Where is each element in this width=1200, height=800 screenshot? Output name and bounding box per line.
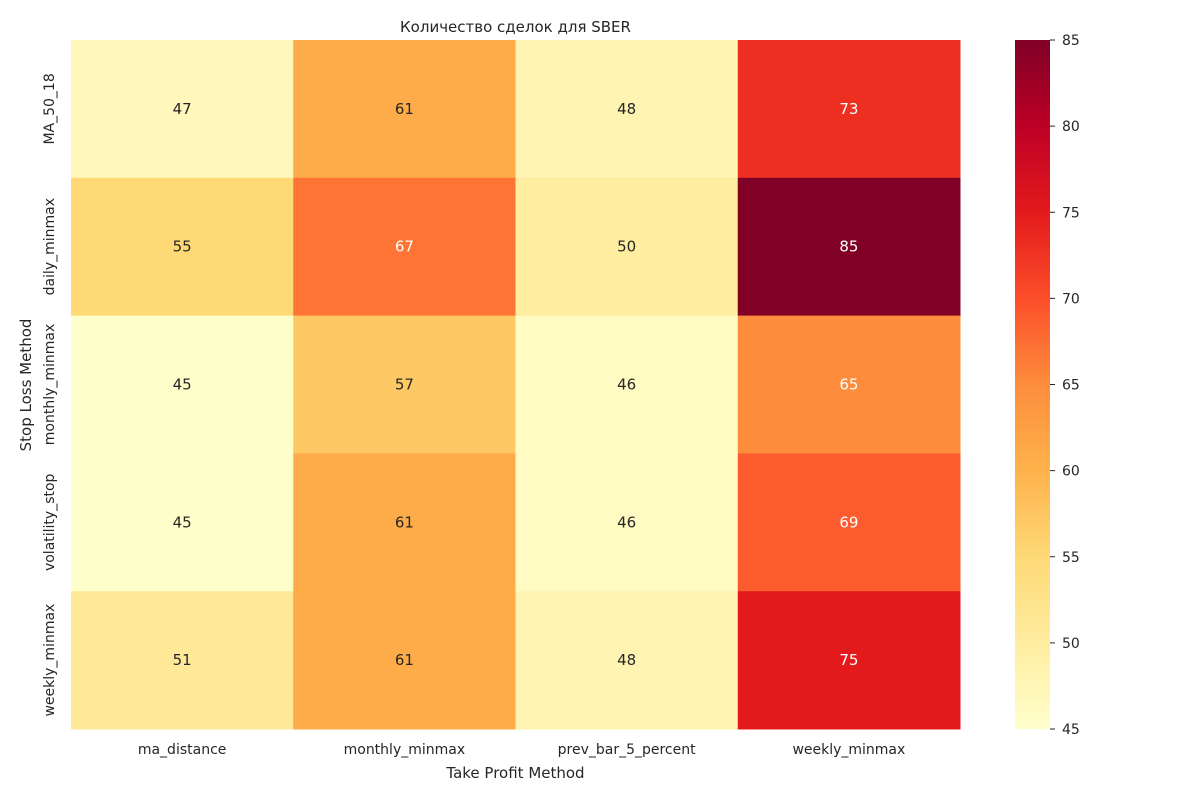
heatmap-cell [737,315,961,454]
heatmap-cell [737,177,961,317]
y-tick-label: volatility_stop [42,473,58,571]
x-tick-label: ma_distance [138,742,227,758]
y-axis-label: Stop Loss Method [17,319,35,452]
heatmap-cell [515,453,739,592]
cell-value-label: 61 [395,513,414,531]
colorbar-tick-label: 50 [1062,636,1080,652]
heatmap-cell [293,591,516,730]
colorbar-tick-label: 75 [1062,205,1080,221]
x-tick-label: weekly_minmax [792,742,905,758]
cell-value-label: 69 [839,513,858,531]
x-axis-label: Take Profit Method [445,764,584,782]
cell-value-label: 61 [395,100,414,118]
cell-value-label: 73 [839,100,858,118]
colorbar [1015,40,1050,729]
x-tick-label: prev_bar_5_percent [558,742,696,758]
heatmap-cell [515,177,739,317]
heatmap-cell [515,315,739,454]
heatmap-cell [293,40,516,179]
colorbar-tick-label: 55 [1062,550,1080,566]
cell-value-label: 46 [617,513,636,531]
heatmap-cell [71,453,294,592]
heatmap-cell [71,177,294,317]
heatmap-cell [293,453,516,592]
heatmap-cell [515,40,739,179]
colorbar-tick-label: 65 [1062,378,1080,394]
y-tick-label: MA_50_18 [42,73,58,144]
heatmap-cells: 47 61 48 73 55 67 50 85 45 57 46 65 45 61 46 69 51 61 48 75 [71,40,961,730]
heatmap-cell [737,40,961,179]
y-tick-label: monthly_minmax [42,324,58,446]
colorbar-tick-label: 60 [1062,464,1080,480]
cell-value-label: 50 [617,238,636,256]
cell-value-label: 85 [839,238,858,256]
heatmap-cell [71,40,294,179]
cell-value-label: 55 [173,238,192,256]
heatmap-cell [515,591,739,730]
cell-value-label: 46 [617,376,636,394]
heatmap-cell [71,591,294,730]
heatmap-cell [293,315,516,454]
cell-value-label: 45 [173,513,192,531]
heatmap-cell [71,315,294,454]
cell-value-label: 51 [173,651,192,669]
y-tick-label: daily_minmax [42,198,58,295]
cell-value-label: 48 [617,100,636,118]
cell-value-label: 75 [839,651,858,669]
heatmap-cell [293,177,516,317]
y-tick-labels: MA_50_18 daily_minmax monthly_minmaxvolati… [42,73,58,716]
x-tick-labels: ma_distance monthly_minmax prev_bar_5_perc… [138,742,905,758]
x-tick-label: monthly_minmax [344,742,466,758]
cell-value-label: 45 [173,376,192,394]
heatmap-cell [737,453,961,592]
colorbar-tick-label: 85 [1062,33,1080,49]
y-tick-label: weekly_minmax [42,604,58,717]
cell-value-label: 67 [395,238,414,256]
colorbar-tick-label: 45 [1062,722,1080,738]
heatmap-cell [737,591,961,730]
colorbar-tick-label: 70 [1062,291,1080,307]
colorbar-tick-label: 80 [1062,119,1080,135]
cell-value-label: 65 [839,376,858,394]
chart-title: Количество сделок для SBER [400,18,631,36]
colorbar-ticks: 45 50 55 60 65 70 75 80 85 [1050,33,1080,738]
cell-value-label: 57 [395,376,414,394]
cell-value-label: 47 [173,100,192,118]
cell-value-label: 48 [617,651,636,669]
cell-value-label: 61 [395,651,414,669]
